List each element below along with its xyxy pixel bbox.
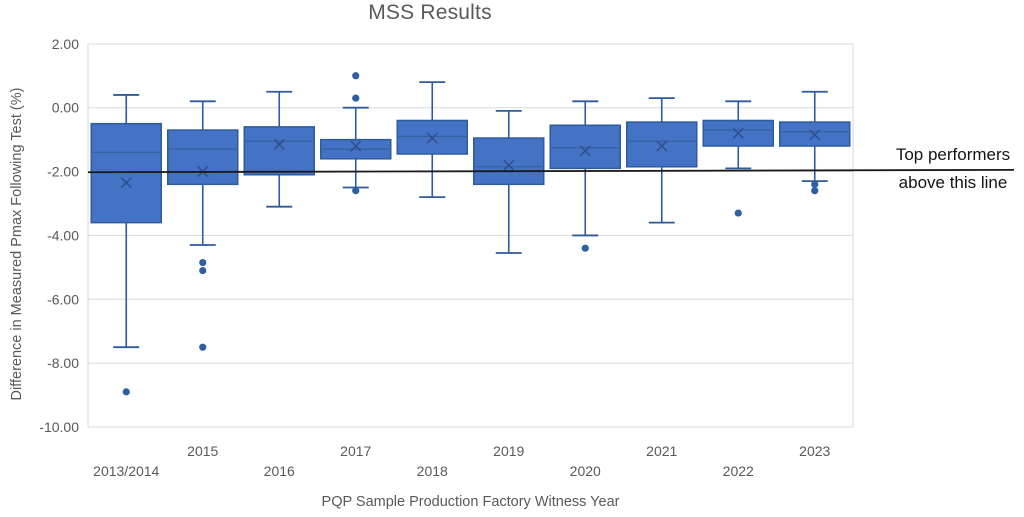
x-category-label: 2020 — [570, 463, 601, 479]
outlier-dot — [352, 72, 360, 80]
y-tick-label: 0.00 — [52, 100, 79, 116]
mean-marker — [426, 132, 438, 144]
mean-marker — [732, 127, 744, 139]
box-plot-2019 — [473, 109, 545, 254]
iqr-box — [90, 122, 162, 224]
x-category-label: 2016 — [264, 463, 295, 479]
x-category-label: 2015 — [187, 443, 218, 459]
x-axis-title: PQP Sample Production Factory Witness Ye… — [321, 494, 620, 510]
box-plot-2015 — [167, 100, 239, 351]
iqr-box — [167, 129, 239, 186]
outlier-dot — [734, 209, 742, 217]
outlier-dot — [122, 388, 130, 396]
x-category-label: 2013/2014 — [93, 463, 159, 479]
mean-marker — [579, 145, 591, 157]
box-plot-2017 — [320, 72, 392, 195]
box-plot-2018 — [396, 81, 468, 199]
box-plot-2021 — [626, 97, 698, 224]
box-plot-2020 — [549, 100, 621, 252]
iqr-box — [626, 121, 698, 168]
outlier-dot — [811, 187, 819, 195]
y-tick-label: -10.00 — [39, 419, 79, 435]
mean-marker — [503, 159, 515, 171]
box-plot-2013-2014 — [90, 94, 162, 396]
outlier-dot — [199, 343, 207, 351]
mean-marker — [809, 129, 821, 141]
iqr-box — [243, 126, 315, 176]
outlier-dot — [811, 180, 819, 188]
reference-annotation-line2: above this line — [898, 173, 1008, 192]
y-tick-label: -8.00 — [47, 355, 79, 371]
mean-marker — [656, 140, 668, 152]
outlier-dot — [199, 258, 207, 267]
y-axis-title: Difference in Measured Pmax Following Te… — [9, 87, 25, 401]
reference-line — [87, 168, 1015, 174]
mean-marker — [273, 138, 285, 150]
x-category-label: 2019 — [493, 443, 524, 459]
outlier-dot — [352, 187, 360, 195]
outlier-dot — [581, 244, 589, 252]
box-plot-2016 — [243, 90, 315, 208]
y-tick-label: 2.00 — [52, 36, 79, 52]
y-tick-label: -2.00 — [47, 164, 79, 180]
iqr-box — [473, 137, 545, 186]
x-category-label: 2021 — [646, 443, 677, 459]
x-category-label: 2022 — [723, 463, 754, 479]
mean-marker — [350, 140, 362, 152]
mean-marker — [120, 177, 132, 189]
x-category-label: 2017 — [340, 443, 371, 459]
box-plot-2023 — [779, 90, 851, 195]
outlier-dot — [352, 94, 360, 102]
chart-title: MSS Results — [368, 1, 492, 24]
x-category-label: 2023 — [799, 443, 830, 459]
iqr-box — [549, 124, 621, 170]
reference-annotation-line1: Top performers — [895, 145, 1011, 164]
outlier-dot — [199, 266, 207, 275]
box-plot-2022 — [702, 100, 774, 217]
y-tick-label: -4.00 — [47, 227, 79, 243]
y-tick-label: -6.00 — [47, 291, 79, 307]
x-category-label: 2018 — [417, 463, 448, 479]
